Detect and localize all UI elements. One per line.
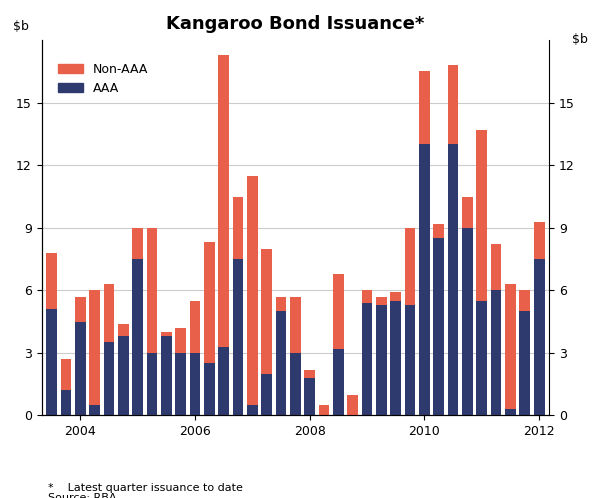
Bar (362, 303, 373, 415)
Bar (319, 405, 329, 415)
Bar (333, 274, 344, 349)
Bar (233, 259, 244, 415)
Bar (132, 259, 143, 415)
Bar (190, 301, 200, 353)
Bar (247, 176, 258, 405)
Bar (118, 324, 128, 336)
Bar (61, 390, 71, 415)
Bar (520, 311, 530, 415)
Bar (290, 353, 301, 415)
Bar (218, 55, 229, 347)
Legend: Non-AAA, AAA: Non-AAA, AAA (53, 58, 153, 100)
Bar (448, 65, 458, 144)
Bar (404, 228, 415, 305)
Bar (433, 238, 444, 415)
Bar (448, 144, 458, 415)
Bar (190, 353, 200, 415)
Bar (391, 292, 401, 301)
Bar (275, 311, 286, 415)
Bar (476, 130, 487, 301)
Bar (404, 305, 415, 415)
Bar (175, 328, 186, 353)
Bar (290, 297, 301, 353)
Bar (247, 405, 258, 415)
Bar (61, 359, 71, 390)
Bar (75, 322, 86, 415)
Bar (104, 284, 115, 343)
Bar (505, 284, 516, 409)
Bar (46, 309, 57, 415)
Bar (491, 245, 502, 290)
Bar (161, 332, 172, 336)
Bar (132, 228, 143, 259)
Bar (433, 224, 444, 238)
Y-axis label: $b: $b (13, 19, 29, 32)
Bar (462, 228, 473, 415)
Bar (476, 301, 487, 415)
Bar (304, 378, 315, 415)
Text: Source: RBA: Source: RBA (48, 493, 116, 498)
Bar (118, 336, 128, 415)
Bar (161, 336, 172, 415)
Bar (146, 228, 157, 353)
Bar (534, 222, 545, 259)
Y-axis label: $b: $b (572, 32, 587, 46)
Bar (419, 144, 430, 415)
Bar (204, 243, 215, 364)
Bar (505, 409, 516, 415)
Bar (89, 290, 100, 405)
Bar (175, 353, 186, 415)
Bar (218, 347, 229, 415)
Bar (89, 405, 100, 415)
Bar (534, 259, 545, 415)
Bar (362, 290, 373, 303)
Bar (46, 253, 57, 309)
Bar (462, 197, 473, 228)
Bar (204, 364, 215, 415)
Bar (347, 394, 358, 415)
Bar (104, 343, 115, 415)
Bar (391, 301, 401, 415)
Bar (304, 370, 315, 378)
Bar (75, 297, 86, 322)
Bar (376, 305, 387, 415)
Bar (491, 290, 502, 415)
Bar (261, 374, 272, 415)
Text: *    Latest quarter issuance to date: * Latest quarter issuance to date (48, 483, 243, 493)
Bar (376, 297, 387, 305)
Bar (275, 297, 286, 311)
Bar (261, 249, 272, 374)
Bar (146, 353, 157, 415)
Bar (520, 290, 530, 311)
Bar (233, 197, 244, 259)
Bar (419, 71, 430, 144)
Bar (333, 349, 344, 415)
Title: Kangaroo Bond Issuance*: Kangaroo Bond Issuance* (166, 15, 425, 33)
